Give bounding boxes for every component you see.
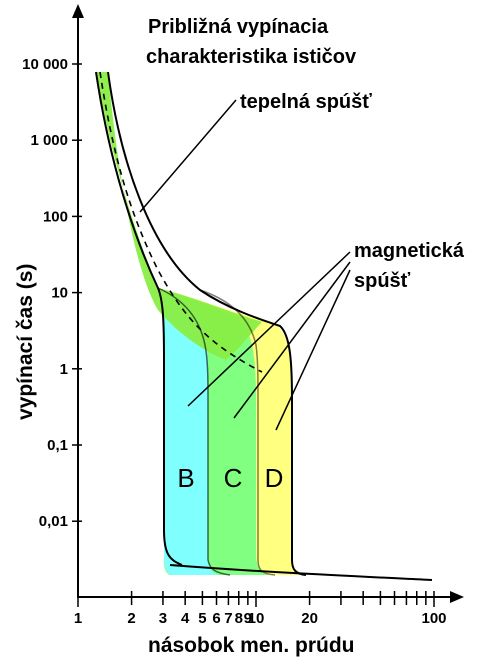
x-axis-arrow <box>450 591 464 603</box>
y-tick-label: 0,1 <box>47 437 68 454</box>
thermal-annotation: tepelná spúšť <box>240 91 372 113</box>
x-tick-label: 7 <box>224 610 232 627</box>
x-tick-label: 3 <box>159 610 167 627</box>
chart-title-line2: charakteristika ističov <box>146 46 357 68</box>
x-tick-label: 2 <box>127 610 135 627</box>
thermal-pointer-line <box>139 99 237 213</box>
x-tick-label: 9 <box>244 610 252 627</box>
y-axis-arrow <box>72 4 84 18</box>
x-axis-label: násobok men. prúdu <box>148 634 355 657</box>
magnetic-pointer-B <box>187 251 351 407</box>
regions-layer <box>96 72 305 575</box>
region-B <box>158 288 220 575</box>
x-tick-label: 5 <box>198 610 206 627</box>
y-tick-label: 100 <box>43 208 68 225</box>
curve-C-right-edge <box>199 289 276 576</box>
curve-label-C: C <box>224 463 243 493</box>
y-axis-label: vypínací čas (s) <box>14 264 37 420</box>
magnetic-pointer-D <box>275 269 351 431</box>
curve-bottom-tail <box>169 564 433 581</box>
curve-label-B: B <box>177 463 194 493</box>
y-tick-label: 10 000 <box>22 56 68 73</box>
thermal-band <box>96 72 262 360</box>
y-tick-label: 0,01 <box>39 513 68 530</box>
chart-title-line1: Približná vypínacia <box>148 16 329 38</box>
curves-layer <box>95 71 433 581</box>
magnetic-annotation-line1: magnetická <box>354 240 465 262</box>
y-tick-label: 1 000 <box>30 132 68 149</box>
x-tick-label: 100 <box>421 610 446 627</box>
curve-B-right-edge <box>157 287 231 576</box>
axes-layer <box>72 4 464 607</box>
x-tick-label: 1 <box>74 610 82 627</box>
x-tick-label: 10 <box>248 610 265 627</box>
x-tick-label: 4 <box>181 610 190 627</box>
curve-label-D: D <box>265 463 284 493</box>
y-tick-label: 10 <box>51 285 68 302</box>
x-tick-label: 20 <box>301 610 318 627</box>
curve-B-edge-left <box>95 71 183 566</box>
x-tick-label: 6 <box>212 610 220 627</box>
y-tick-label: 1 <box>60 361 68 378</box>
magnetic-annotation-line2: spúšť <box>354 270 411 292</box>
x-tick-label: 8 <box>235 610 243 627</box>
magnetic-pointer-C <box>233 261 351 419</box>
curve-upper-edge <box>107 71 307 576</box>
